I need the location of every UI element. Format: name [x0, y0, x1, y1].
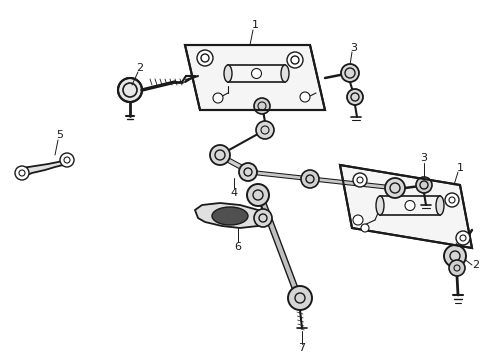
Polygon shape	[340, 165, 472, 248]
Polygon shape	[185, 45, 325, 110]
Circle shape	[405, 201, 415, 211]
Text: 5: 5	[56, 130, 64, 140]
Ellipse shape	[224, 65, 232, 82]
Text: 6: 6	[235, 242, 242, 252]
Circle shape	[449, 260, 465, 276]
Circle shape	[300, 92, 310, 102]
Circle shape	[197, 50, 213, 66]
Text: 7: 7	[298, 343, 306, 353]
Circle shape	[341, 64, 359, 82]
Circle shape	[251, 68, 262, 78]
Text: 3: 3	[350, 43, 358, 53]
Circle shape	[254, 209, 272, 227]
Ellipse shape	[436, 196, 444, 215]
Circle shape	[254, 98, 270, 114]
Polygon shape	[18, 158, 68, 178]
Circle shape	[444, 245, 466, 267]
Circle shape	[301, 170, 319, 188]
Text: 2: 2	[136, 63, 144, 73]
Text: 3: 3	[420, 153, 427, 163]
Polygon shape	[195, 203, 265, 228]
Circle shape	[347, 89, 363, 105]
Ellipse shape	[376, 196, 384, 215]
Circle shape	[445, 193, 459, 207]
Circle shape	[118, 78, 142, 102]
Circle shape	[288, 286, 312, 310]
Circle shape	[287, 52, 303, 68]
Circle shape	[15, 166, 29, 180]
Text: 1: 1	[457, 163, 464, 173]
Circle shape	[60, 153, 74, 167]
Text: 2: 2	[472, 260, 480, 270]
Circle shape	[353, 215, 363, 225]
Circle shape	[456, 231, 470, 245]
Circle shape	[361, 224, 369, 232]
Text: 4: 4	[230, 188, 238, 198]
Circle shape	[416, 177, 432, 193]
Circle shape	[256, 121, 274, 139]
Ellipse shape	[212, 207, 248, 225]
Circle shape	[385, 178, 405, 198]
Ellipse shape	[281, 65, 289, 82]
Circle shape	[239, 163, 257, 181]
Circle shape	[213, 93, 223, 103]
Text: 1: 1	[251, 20, 259, 30]
Circle shape	[247, 184, 269, 206]
Circle shape	[353, 173, 367, 187]
Circle shape	[210, 145, 230, 165]
